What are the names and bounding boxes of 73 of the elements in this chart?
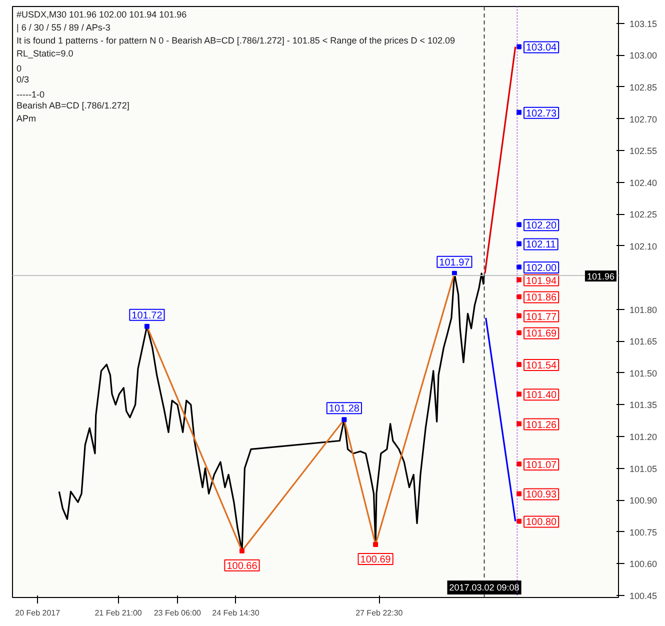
- point: [516, 491, 522, 496]
- y-tick-label: 100.75: [630, 527, 658, 538]
- y-tick-label: 100.45: [630, 590, 658, 601]
- y-tick-label: 101.05: [630, 464, 658, 474]
- y-tick-label: 100.90: [630, 496, 658, 506]
- x-tick-label: 27 Feb 22:30: [356, 608, 404, 618]
- y-tick-label: 101.80: [630, 304, 658, 315]
- y-tick-label: 100.60: [630, 559, 658, 570]
- data-label: 101.07: [526, 460, 558, 472]
- annotation: RL_Static=9.0: [16, 48, 74, 58]
- x-tick-label: 23 Feb 06:00: [154, 608, 202, 618]
- ref-line-label: 2017.03.02 09:08: [449, 582, 520, 592]
- data-label: 101.26: [526, 420, 558, 431]
- point: [516, 44, 522, 50]
- data-label: 101.54: [526, 360, 558, 372]
- data-label: 101.40: [526, 390, 558, 402]
- point: [516, 264, 522, 270]
- y-tick-label: 101.65: [630, 336, 658, 347]
- annotation: -----1-0: [16, 90, 44, 100]
- point: [373, 542, 378, 548]
- data-label: 101.86: [526, 292, 558, 304]
- x-tick-label: 21 Feb 21:00: [94, 608, 142, 618]
- y-tick-label: 102.70: [630, 114, 658, 124]
- y-tick-label: 102.55: [630, 146, 658, 156]
- x-tick-label: 20 Feb 2017: [15, 608, 61, 618]
- data-label: 103.04: [526, 42, 558, 54]
- annotation: Bearish AB=CD [.786/1.272]: [16, 100, 130, 110]
- point: [516, 110, 522, 115]
- point: [516, 241, 522, 246]
- y-tick-label: 103.00: [630, 50, 658, 61]
- data-label: 102.73: [526, 108, 558, 120]
- point: [516, 518, 522, 524]
- x-tick-label: 24 Feb 14:30: [212, 608, 260, 618]
- ref-line-label: 101.96: [586, 272, 615, 282]
- data-label: 100.80: [526, 517, 558, 528]
- point: [144, 324, 150, 329]
- data-label: 101.94: [526, 276, 558, 287]
- y-tick-label: 101.50: [630, 368, 658, 378]
- point: [516, 421, 522, 426]
- data-label: 101.77: [526, 312, 558, 323]
- y-tick-label: 102.25: [630, 210, 658, 220]
- point: [516, 462, 522, 467]
- data-label: 101.72: [132, 310, 163, 322]
- annotation: 0/3: [16, 74, 30, 84]
- y-tick-label: 101.20: [630, 432, 658, 442]
- point: [516, 222, 522, 228]
- annotation: APm: [16, 114, 36, 124]
- data-label: 100.66: [226, 560, 258, 572]
- annotation: | 6 / 30 / 55 / 89 / APs-3: [16, 22, 110, 32]
- data-label: 100.69: [360, 554, 392, 566]
- data-label: 101.97: [439, 257, 470, 268]
- annotation: 0: [16, 64, 22, 74]
- data-label: 101.28: [328, 404, 360, 415]
- point: [516, 392, 522, 397]
- data-label: 102.11: [526, 240, 556, 251]
- data-label: 102.20: [526, 220, 558, 232]
- y-tick-label: 102.10: [630, 241, 658, 252]
- data-label: 102.00: [526, 263, 558, 274]
- y-tick-label: 102.85: [630, 82, 658, 92]
- y-tick-label: 101.35: [630, 400, 658, 410]
- point: [516, 277, 522, 282]
- annotation: It is found 1 patterns - for pattern N 0 - Bearish AB=CD [.786/1.272] - 101.85 < Range of the prices D < 102.09: [16, 36, 456, 46]
- y-tick-label: 103.15: [630, 18, 658, 29]
- chart-title: #USDX,M30 101.96 102.00 101.94 101.96: [16, 10, 187, 20]
- data-label: 100.93: [526, 490, 558, 501]
- point: [516, 294, 522, 300]
- point: [239, 548, 244, 554]
- y-tick-label: 102.40: [630, 178, 658, 188]
- data-label: 101.69: [526, 328, 558, 340]
- point: [516, 313, 522, 318]
- point: [516, 330, 522, 336]
- point: [342, 417, 347, 422]
- point: [516, 362, 522, 367]
